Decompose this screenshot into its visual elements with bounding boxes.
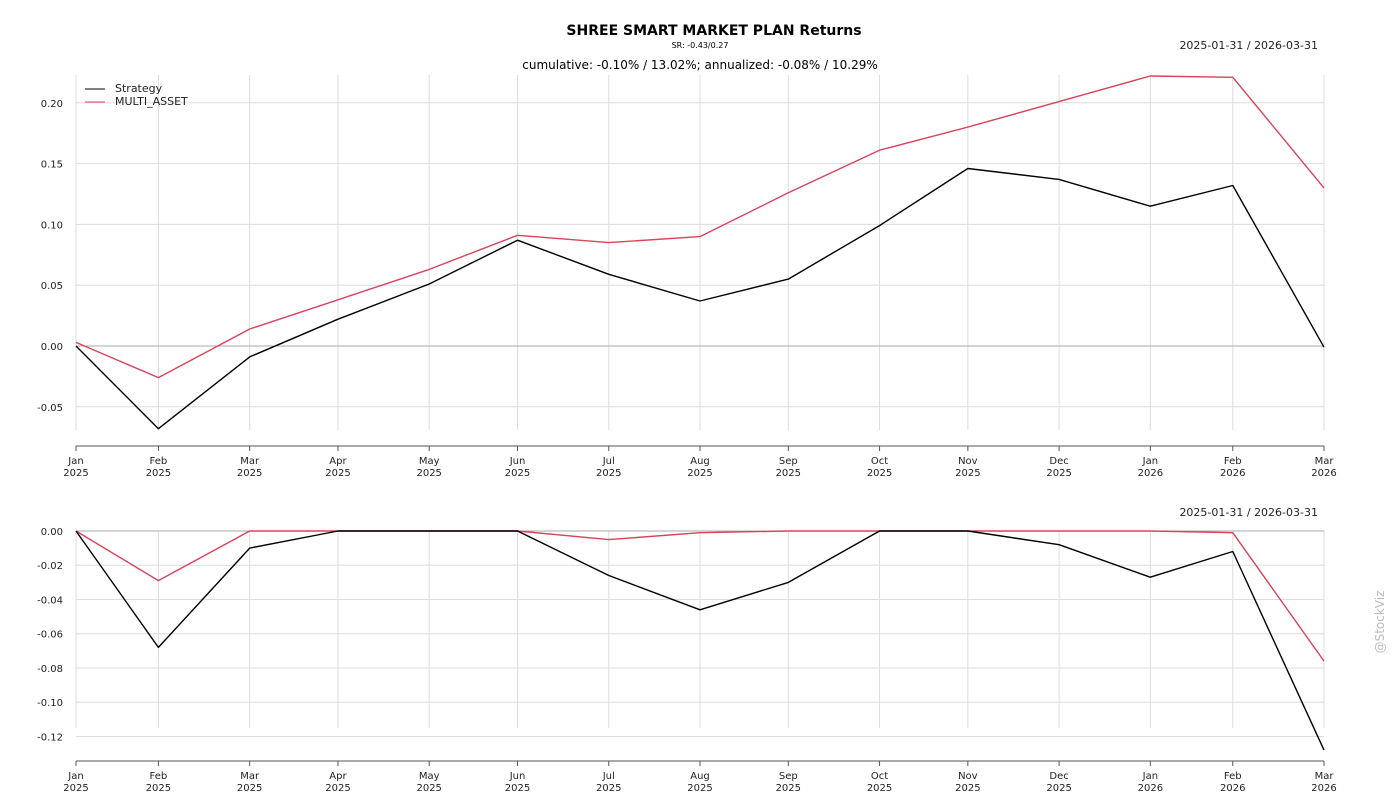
top-y-tick-label: 0.00 bbox=[41, 342, 63, 353]
top-x-tick-year: 2025 bbox=[505, 468, 530, 479]
bottom-x-tick-month: Oct bbox=[871, 771, 888, 782]
top-x-tick-year: 2025 bbox=[687, 468, 712, 479]
top-y-tick-label: -0.05 bbox=[37, 403, 63, 414]
chart-title: SHREE SMART MARKET PLAN Returns bbox=[566, 23, 861, 39]
bottom-x-tick-month: Jan bbox=[1142, 771, 1158, 782]
bottom-date-range: 2025-01-31 / 2026-03-31 bbox=[1179, 506, 1318, 519]
top-x-tick-year: 2025 bbox=[146, 468, 171, 479]
top-x-tick-month: Feb bbox=[150, 456, 168, 467]
top-y-tick-label: 0.15 bbox=[41, 160, 63, 171]
top-x-tick-year: 2025 bbox=[416, 468, 441, 479]
top-x-tick-month: Oct bbox=[871, 456, 888, 467]
top-x-tick-year: 2025 bbox=[776, 468, 801, 479]
bottom-x-tick-year: 2025 bbox=[237, 783, 262, 794]
top-x-tick-year: 2026 bbox=[1220, 468, 1245, 479]
bottom-y-tick-label: -0.06 bbox=[37, 630, 63, 641]
top-x-tick-month: Jul bbox=[602, 456, 615, 467]
top-x-tick-year: 2025 bbox=[325, 468, 350, 479]
bottom-x-tick-year: 2025 bbox=[146, 783, 171, 794]
top-multi-asset-line bbox=[75, 75, 1325, 379]
top-y-tick-label: 0.20 bbox=[41, 99, 63, 110]
returns-summary: cumulative: -0.10% / 13.02%; annualized:… bbox=[522, 58, 878, 72]
bottom-x-tick-month: Feb bbox=[150, 771, 168, 782]
top-x-tick-month: Jan bbox=[1142, 456, 1158, 467]
top-x-tick-month: Sep bbox=[779, 456, 798, 467]
bottom-x-tick-year: 2025 bbox=[687, 783, 712, 794]
top-x-tick-month: Apr bbox=[329, 456, 347, 467]
top-x-tick-month: Jun bbox=[509, 456, 526, 467]
bottom-x-tick-year: 2025 bbox=[63, 783, 88, 794]
bottom-strategy-line bbox=[75, 530, 1325, 751]
legend-multi-asset-label: MULTI_ASSET bbox=[115, 95, 188, 108]
bottom-x-tick-year: 2025 bbox=[416, 783, 441, 794]
bottom-x-tick-month: Sep bbox=[779, 771, 798, 782]
bottom-x-tick-year: 2026 bbox=[1138, 783, 1163, 794]
top-x-tick-year: 2026 bbox=[1138, 468, 1163, 479]
bottom-x-tick-year: 2025 bbox=[1046, 783, 1071, 794]
legend: Strategy MULTI_ASSET bbox=[85, 82, 188, 108]
bottom-x-tick-month: Aug bbox=[690, 771, 710, 782]
top-x-tick-year: 2025 bbox=[63, 468, 88, 479]
bottom-y-tick-label: 0.00 bbox=[41, 527, 63, 538]
top-x-tick-month: Nov bbox=[958, 456, 978, 467]
bottom-x-tick-year: 2025 bbox=[776, 783, 801, 794]
top-date-range: 2025-01-31 / 2026-03-31 bbox=[1179, 39, 1318, 52]
watermark: @StockViz bbox=[1373, 591, 1387, 654]
bottom-y-tick-label: -0.10 bbox=[37, 698, 63, 709]
sharpe-ratio-subtitle: SR: -0.43/0.27 bbox=[672, 41, 729, 50]
top-x-tick-year: 2025 bbox=[1046, 468, 1071, 479]
top-x-tick-year: 2025 bbox=[955, 468, 980, 479]
top-x-tick-month: Dec bbox=[1049, 456, 1068, 467]
bottom-x-tick-year: 2025 bbox=[325, 783, 350, 794]
legend-strategy-label: Strategy bbox=[115, 82, 163, 95]
top-x-tick-month: Mar bbox=[240, 456, 260, 467]
bottom-x-tick-month: Mar bbox=[1315, 771, 1335, 782]
top-x-tick-year: 2025 bbox=[237, 468, 262, 479]
bottom-multi-asset-line bbox=[75, 530, 1325, 662]
bottom-x-tick-year: 2025 bbox=[596, 783, 621, 794]
bottom-x-tick-year: 2025 bbox=[867, 783, 892, 794]
top-x-tick-year: 2025 bbox=[867, 468, 892, 479]
bottom-y-tick-label: -0.12 bbox=[37, 732, 63, 743]
bottom-x-tick-month: Apr bbox=[329, 771, 347, 782]
bottom-y-tick-label: -0.04 bbox=[37, 595, 63, 606]
bottom-x-tick-year: 2026 bbox=[1311, 783, 1336, 794]
top-x-tick-month: Mar bbox=[1315, 456, 1335, 467]
top-x-tick-month: Jan bbox=[67, 456, 83, 467]
top-x-tick-month: Feb bbox=[1224, 456, 1242, 467]
drawdown-panel: -0.12-0.10-0.08-0.06-0.04-0.020.00Jan202… bbox=[37, 527, 1337, 794]
bottom-x-tick-month: Jul bbox=[602, 771, 615, 782]
top-y-tick-label: 0.10 bbox=[41, 220, 63, 231]
bottom-x-tick-year: 2026 bbox=[1220, 783, 1245, 794]
cumulative-returns-panel: -0.050.000.050.100.150.20Jan2025Feb2025M… bbox=[37, 75, 1337, 479]
bottom-x-tick-month: May bbox=[419, 771, 440, 782]
bottom-x-tick-year: 2025 bbox=[505, 783, 530, 794]
top-strategy-line bbox=[75, 167, 1325, 430]
top-x-tick-month: Aug bbox=[690, 456, 710, 467]
bottom-x-tick-month: Jan bbox=[67, 771, 83, 782]
bottom-x-tick-year: 2025 bbox=[955, 783, 980, 794]
bottom-y-tick-label: -0.08 bbox=[37, 664, 63, 675]
top-x-tick-month: May bbox=[419, 456, 440, 467]
bottom-x-tick-month: Jun bbox=[509, 771, 526, 782]
bottom-x-tick-month: Dec bbox=[1049, 771, 1068, 782]
top-y-tick-label: 0.05 bbox=[41, 281, 63, 292]
bottom-x-tick-month: Nov bbox=[958, 771, 978, 782]
bottom-x-tick-month: Feb bbox=[1224, 771, 1242, 782]
top-x-tick-year: 2026 bbox=[1311, 468, 1336, 479]
bottom-x-tick-month: Mar bbox=[240, 771, 260, 782]
top-x-tick-year: 2025 bbox=[596, 468, 621, 479]
bottom-y-tick-label: -0.02 bbox=[37, 561, 63, 572]
